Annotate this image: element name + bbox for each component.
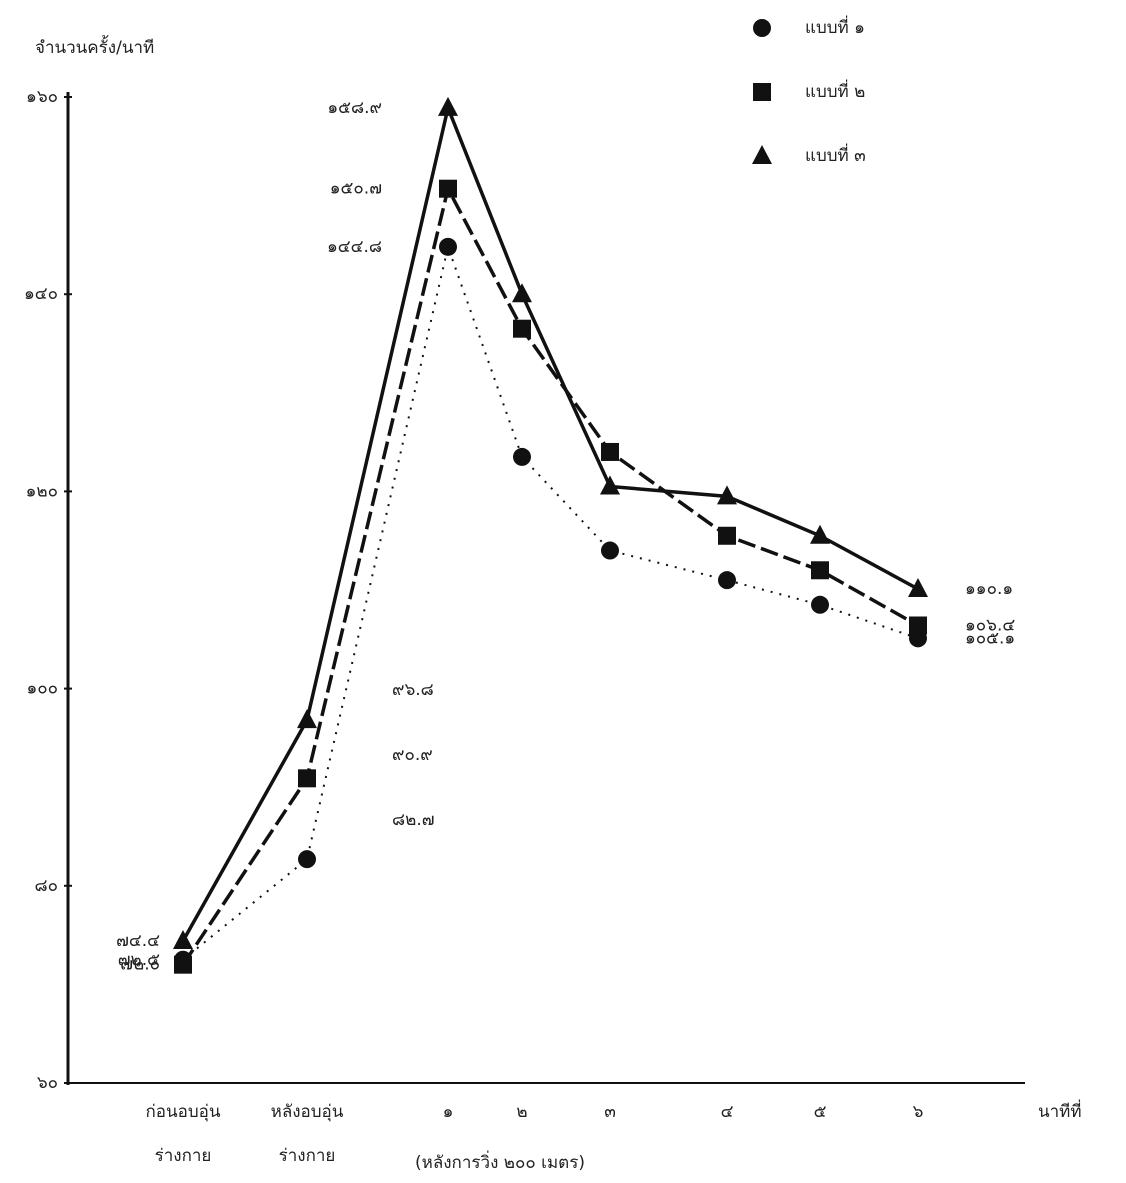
x-tick-label: ๖ [853,1090,983,1134]
data-point [297,709,317,728]
data-point [601,542,619,560]
series-line [183,189,918,965]
y-tick-label: ๑๔๐ [24,284,58,304]
legend-marker [752,145,772,164]
data-point [173,930,193,949]
data-point [909,616,927,634]
legend-marker [753,83,771,101]
y-tick-label: ๑๒๐ [26,481,58,501]
series-line [183,108,918,941]
data-point [718,527,736,545]
x-tick-label: ก่อนอบอุ่น ร่างกาย [118,1090,248,1178]
y-tick-label: ๑๐๐ [26,679,58,699]
data-point [174,956,192,974]
value-label: ๑๐๖.๔ [965,615,1015,635]
x-tick-label: ๓ [545,1090,675,1134]
value-label: ๑๕๐.๗ [330,179,382,199]
legend-label: แบบที่ ๒ [805,79,865,102]
legend-marker [753,19,771,37]
data-point [298,769,316,787]
value-label: ๗๒.๐ [120,955,160,975]
value-label: ๑๑๐.๑ [965,579,1013,599]
data-point [811,561,829,579]
x-tick-label: หลังอบอุ่น ร่างกาย [242,1090,372,1178]
x-axis-note: (หลังการวิ่ง ๒๐๐ เมตร) [415,1150,585,1173]
value-label: ๗๔.๔ [116,931,160,951]
data-point [513,448,531,466]
value-label: ๘๒.๗ [392,810,435,830]
data-point [438,97,458,116]
chart: จำนวนครั้ง/นาที นาทีที่ (หลังการวิ่ง ๒๐๐… [0,0,1126,1183]
value-label: ๑๔๔.๘ [327,237,382,257]
value-label: ๑๕๘.๙ [327,98,382,118]
y-tick-label: ๖๐ [37,1073,58,1093]
x-axis-label: นาทีที่ [1038,1099,1082,1122]
data-point [439,180,457,198]
data-point [718,571,736,589]
y-axis-label: จำนวนครั้ง/นาที [35,35,154,58]
legend-label: แบบที่ ๓ [805,143,866,166]
data-point [600,475,620,494]
data-point [512,283,532,302]
data-point [513,320,531,338]
y-tick-label: ๘๐ [35,876,59,896]
data-point [601,443,619,461]
y-tick-label: ๑๖๐ [26,87,58,107]
data-point [298,850,316,868]
data-point [908,578,928,597]
data-point [811,596,829,614]
value-label: ๙๐.๙ [392,745,433,765]
value-label: ๙๖.๘ [392,680,434,700]
legend-label: แบบที่ ๑ [805,15,865,38]
data-point [439,238,457,256]
chart-page: จำนวนครั้ง/นาที นาทีที่ (หลังการวิ่ง ๒๐๐… [0,0,1126,1183]
